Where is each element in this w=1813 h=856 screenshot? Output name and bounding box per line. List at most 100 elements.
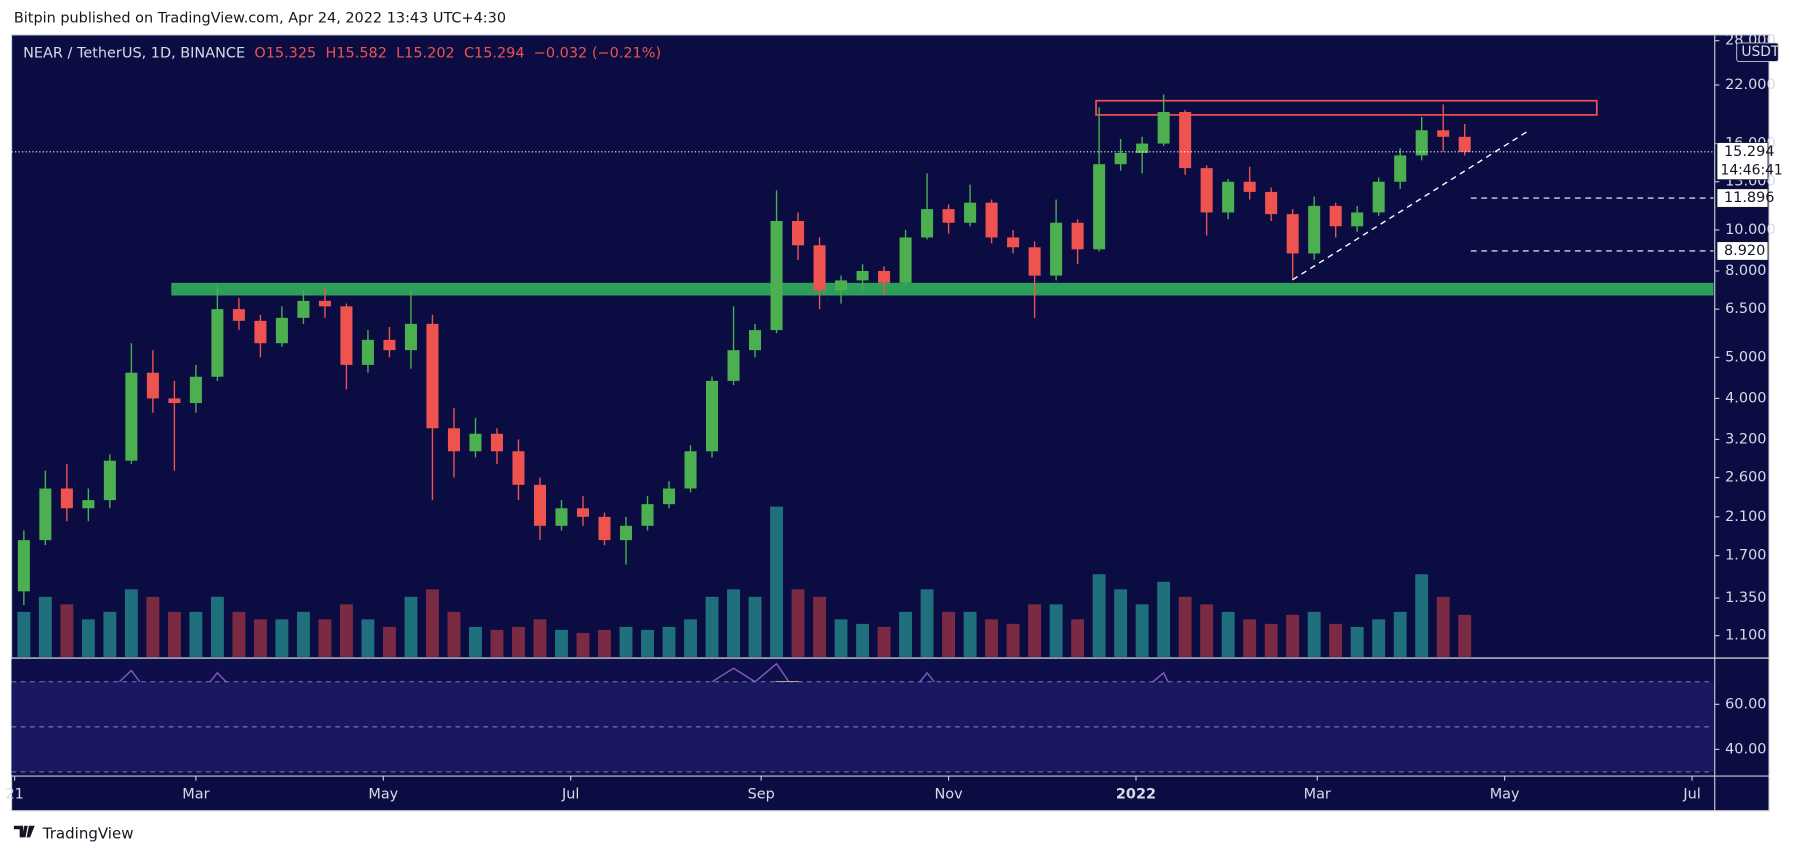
- candle-body: [1265, 191, 1278, 215]
- volume-bar: [1028, 604, 1042, 657]
- volume-bar: [598, 629, 611, 657]
- volume-bar: [770, 506, 783, 657]
- candle-body: [985, 202, 998, 238]
- volume-bar: [641, 629, 654, 657]
- candle-body: [770, 220, 783, 331]
- trendline: [1292, 129, 1530, 281]
- candle-body: [1007, 237, 1020, 248]
- volume-bar: [189, 611, 203, 657]
- candle-body: [254, 320, 267, 344]
- volume-bar: [1415, 574, 1429, 657]
- volume-bar: [942, 611, 956, 657]
- candle-body: [383, 339, 396, 351]
- candle-body: [727, 350, 740, 381]
- volume-bar: [38, 596, 52, 657]
- volume-bar: [318, 619, 332, 657]
- candle-body: [964, 202, 977, 223]
- volume-bar: [856, 623, 870, 657]
- legend-item: C15.294: [464, 45, 525, 61]
- y-tick-label: 2.100: [1725, 509, 1766, 525]
- candle-body: [835, 280, 848, 291]
- candle-body: [512, 451, 525, 485]
- level-label: 11.896: [1724, 190, 1775, 206]
- candle-body: [1028, 247, 1041, 276]
- rsi-tick-label: 60.00: [1725, 696, 1766, 712]
- volume-bar: [426, 589, 439, 657]
- last-price-label: 15.294: [1724, 144, 1775, 160]
- level-label-box: [1716, 241, 1769, 261]
- volume-bar: [512, 626, 525, 657]
- candle-body: [1071, 222, 1084, 250]
- level-label-box: [1716, 188, 1769, 208]
- legend-item: −0.032: [534, 45, 587, 61]
- volume-bar: [1372, 619, 1386, 657]
- candle-body: [1308, 205, 1321, 254]
- volume-bar: [684, 619, 697, 657]
- y-tick-label: 1.100: [1725, 628, 1766, 644]
- candle-body: [662, 488, 676, 505]
- candle-body: [813, 245, 826, 291]
- y-tick-label: 3.200: [1725, 431, 1766, 447]
- candle-body: [318, 300, 331, 307]
- resistance-box: [1095, 99, 1598, 116]
- volume-bar: [382, 626, 396, 657]
- candle-body: [1222, 181, 1235, 213]
- x-tick-label: Jul: [561, 787, 579, 803]
- x-tick-label: May: [1490, 787, 1520, 803]
- y-tick-label: 1.350: [1725, 590, 1766, 606]
- volume-bar: [1458, 614, 1472, 657]
- volume-bar: [167, 611, 181, 657]
- candle-body: [1329, 205, 1342, 227]
- x-tick-label: 21: [5, 787, 23, 803]
- volume-bar: [1350, 626, 1364, 657]
- volume-bar: [705, 596, 719, 657]
- candle-body: [1372, 181, 1385, 213]
- volume-bar: [253, 619, 267, 657]
- candle-body: [297, 300, 310, 318]
- candle-body: [426, 323, 439, 429]
- candle-body: [1351, 212, 1364, 227]
- last-price-box: [1716, 142, 1769, 180]
- candle-body: [82, 500, 95, 509]
- volume-bar: [210, 596, 224, 657]
- volume-bar: [1286, 614, 1300, 657]
- volume-bar: [1157, 581, 1171, 657]
- volume-bar: [296, 611, 310, 657]
- volume-bar: [447, 611, 461, 657]
- candle-body: [168, 398, 181, 404]
- candle-body: [878, 270, 891, 283]
- volume-bar: [1243, 619, 1257, 657]
- candle-body: [641, 504, 654, 526]
- volume-bar: [834, 619, 848, 657]
- volume-bar: [963, 611, 977, 657]
- candle-body: [598, 516, 611, 541]
- volume-bar: [1006, 623, 1020, 657]
- candle-body: [1394, 155, 1407, 182]
- candle-body: [533, 484, 547, 526]
- candle-body: [275, 317, 288, 344]
- volume-bar: [490, 629, 504, 657]
- candle-body: [856, 270, 869, 281]
- y-tick-label: 6.500: [1725, 301, 1766, 317]
- candle-body: [60, 488, 73, 509]
- volume-bar: [124, 589, 138, 657]
- x-tick-label: Sep: [748, 787, 775, 803]
- y-tick-label: 10.000: [1725, 222, 1776, 238]
- plot: [11, 94, 1714, 769]
- candle-body: [1093, 164, 1106, 250]
- volume-bar: [555, 629, 568, 657]
- footer-brand: TradingView: [42, 824, 134, 842]
- candle-body: [899, 237, 912, 283]
- x-tick-label: Mar: [1304, 787, 1331, 803]
- volume-bar: [1200, 604, 1214, 657]
- volume-bar: [727, 589, 740, 657]
- candle-body: [942, 209, 955, 223]
- tradingview-logo: TradingView: [13, 824, 134, 842]
- volume-bar: [877, 626, 891, 657]
- volume-bar: [1178, 596, 1192, 657]
- candle-body: [1200, 168, 1213, 213]
- volume-bar: [275, 619, 289, 657]
- candle-body: [361, 339, 374, 365]
- volume-bar: [813, 596, 827, 657]
